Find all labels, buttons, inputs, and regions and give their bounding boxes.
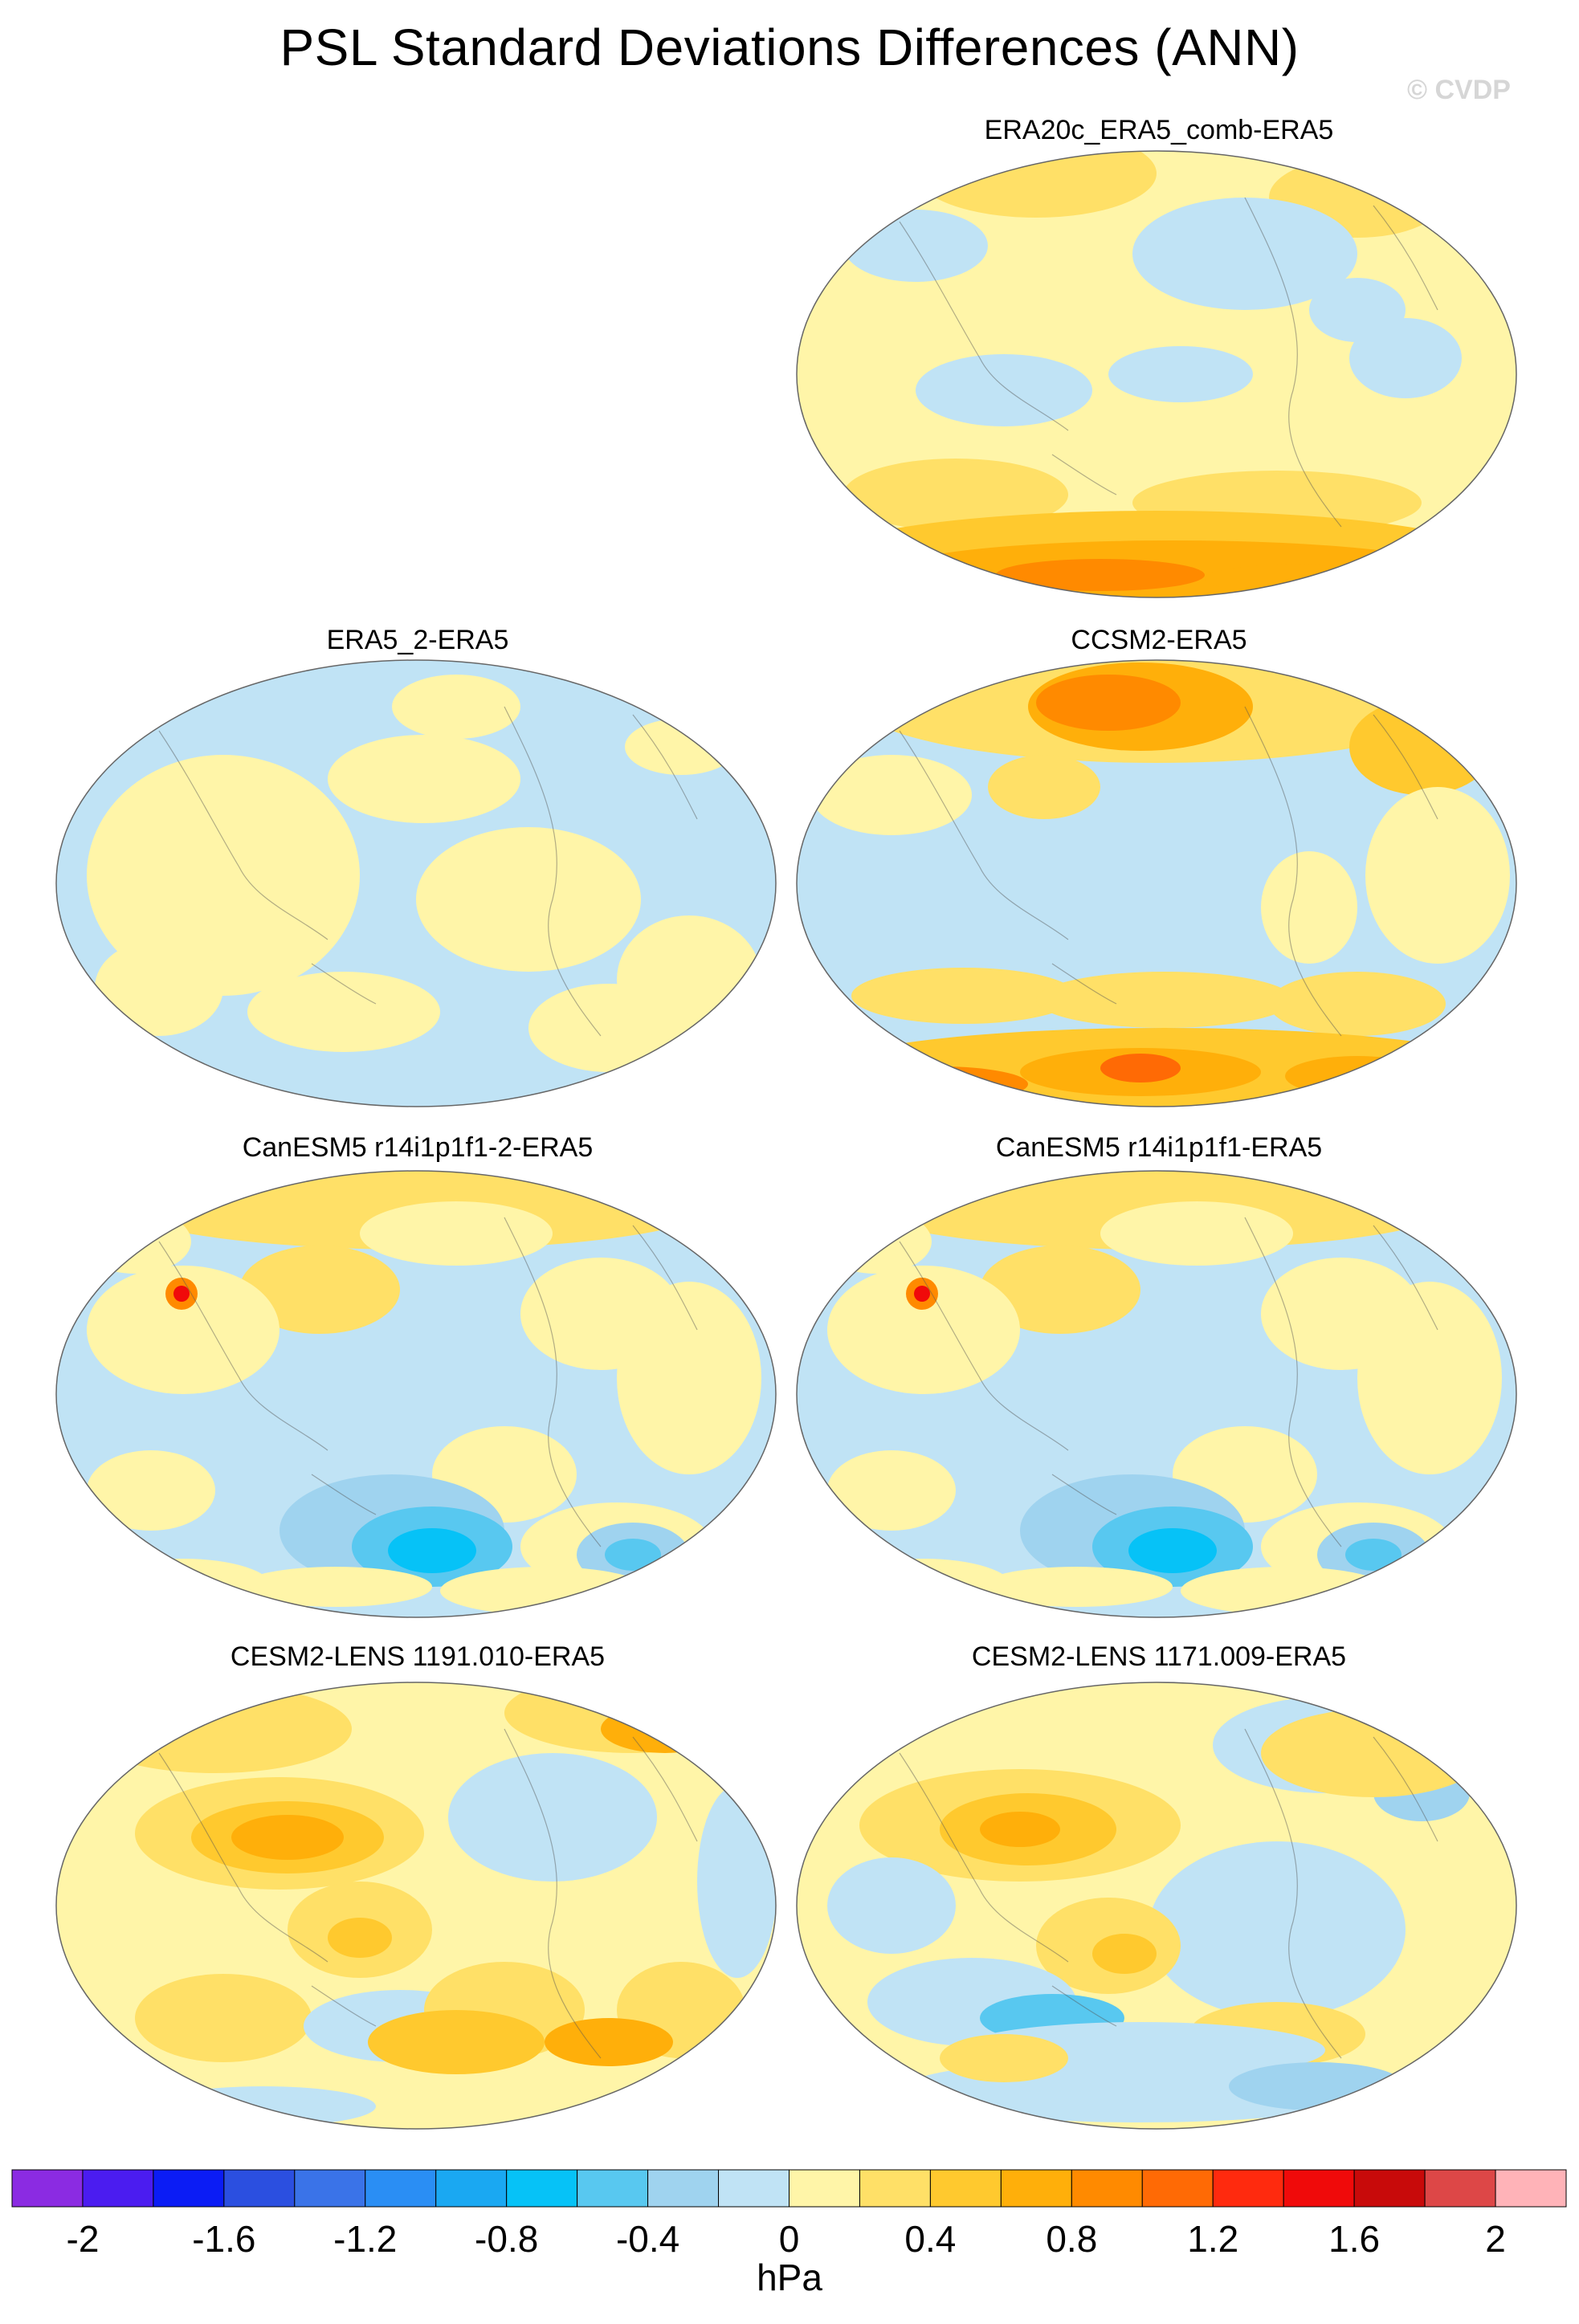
colorbar-swatch bbox=[647, 2169, 720, 2208]
colorbar-swatch bbox=[11, 2169, 84, 2208]
colorbar-swatch bbox=[1353, 2169, 1426, 2208]
colorbar-swatch bbox=[82, 2169, 154, 2208]
figure-title: PSL Standard Deviations Differences (ANN… bbox=[279, 18, 1300, 76]
map-panel-5 bbox=[795, 1169, 1518, 1619]
colorbar-tick-label: -1.2 bbox=[333, 2218, 397, 2260]
map-panel-7 bbox=[795, 1681, 1518, 2130]
colorbar-tick-label: 0 bbox=[779, 2218, 800, 2260]
colorbar-swatch bbox=[365, 2169, 437, 2208]
colorbar-tick-label: -1.6 bbox=[192, 2218, 255, 2260]
map-panel-3 bbox=[795, 658, 1518, 1108]
colorbar-swatch bbox=[718, 2169, 790, 2208]
colorbar-swatch bbox=[1212, 2169, 1284, 2208]
panel-title-4: CanESM5 r14i1p1f1-2-ERA5 bbox=[242, 1132, 594, 1163]
colorbar-swatch bbox=[859, 2169, 931, 2208]
cvdp-watermark: © CVDP bbox=[1407, 75, 1511, 105]
panel-title-6: CESM2-LENS 1191.010-ERA5 bbox=[230, 1641, 606, 1672]
panel-title-7: CESM2-LENS 1171.009-ERA5 bbox=[971, 1641, 1347, 1672]
colorbar-swatch bbox=[1071, 2169, 1143, 2208]
map-panel-4 bbox=[55, 1169, 777, 1619]
colorbar-swatch bbox=[1141, 2169, 1214, 2208]
colorbar-tick-label: 0.4 bbox=[904, 2218, 956, 2260]
colorbar: -2 -1.6 -1.2 -0.8 -0.4 0 0.4 0.8 1.2 1.6 2 hPa bbox=[11, 2169, 1567, 2298]
colorbar-swatch bbox=[1495, 2169, 1567, 2208]
map-panel-2 bbox=[55, 658, 777, 1108]
map-panel-6 bbox=[55, 1681, 777, 2130]
colorbar-tick-label: -0.4 bbox=[616, 2218, 679, 2260]
panel-title-1: ERA20c_ERA5_comb-ERA5 bbox=[984, 115, 1334, 145]
colorbar-swatch bbox=[153, 2169, 225, 2208]
colorbar-swatch bbox=[506, 2169, 578, 2208]
colorbar-tick-label: -2 bbox=[67, 2218, 100, 2260]
colorbar-swatch bbox=[1000, 2169, 1072, 2208]
colorbar-tick-label: 2 bbox=[1485, 2218, 1506, 2260]
map-panel-1 bbox=[795, 149, 1518, 599]
colorbar-swatch bbox=[1283, 2169, 1355, 2208]
colorbar-tick-label: -0.8 bbox=[475, 2218, 538, 2260]
panel-title-3: CCSM2-ERA5 bbox=[1071, 625, 1247, 655]
colorbar-swatch bbox=[577, 2169, 649, 2208]
panel-title-5: CanESM5 r14i1p1f1-ERA5 bbox=[995, 1132, 1323, 1163]
colorbar-swatch bbox=[294, 2169, 366, 2208]
colorbar-swatch bbox=[435, 2169, 508, 2208]
colorbar-tick-label: 0.8 bbox=[1046, 2218, 1097, 2260]
colorbar-swatch bbox=[223, 2169, 296, 2208]
colorbar-swatch bbox=[1424, 2169, 1496, 2208]
colorbar-unit-label: hPa bbox=[757, 2257, 822, 2298]
colorbar-swatch bbox=[929, 2169, 1002, 2208]
colorbar-swatch bbox=[789, 2169, 860, 2208]
colorbar-tick-label: 1.2 bbox=[1187, 2218, 1238, 2260]
colorbar-tick-label: 1.6 bbox=[1328, 2218, 1380, 2260]
panel-title-2: ERA5_2-ERA5 bbox=[326, 625, 509, 655]
